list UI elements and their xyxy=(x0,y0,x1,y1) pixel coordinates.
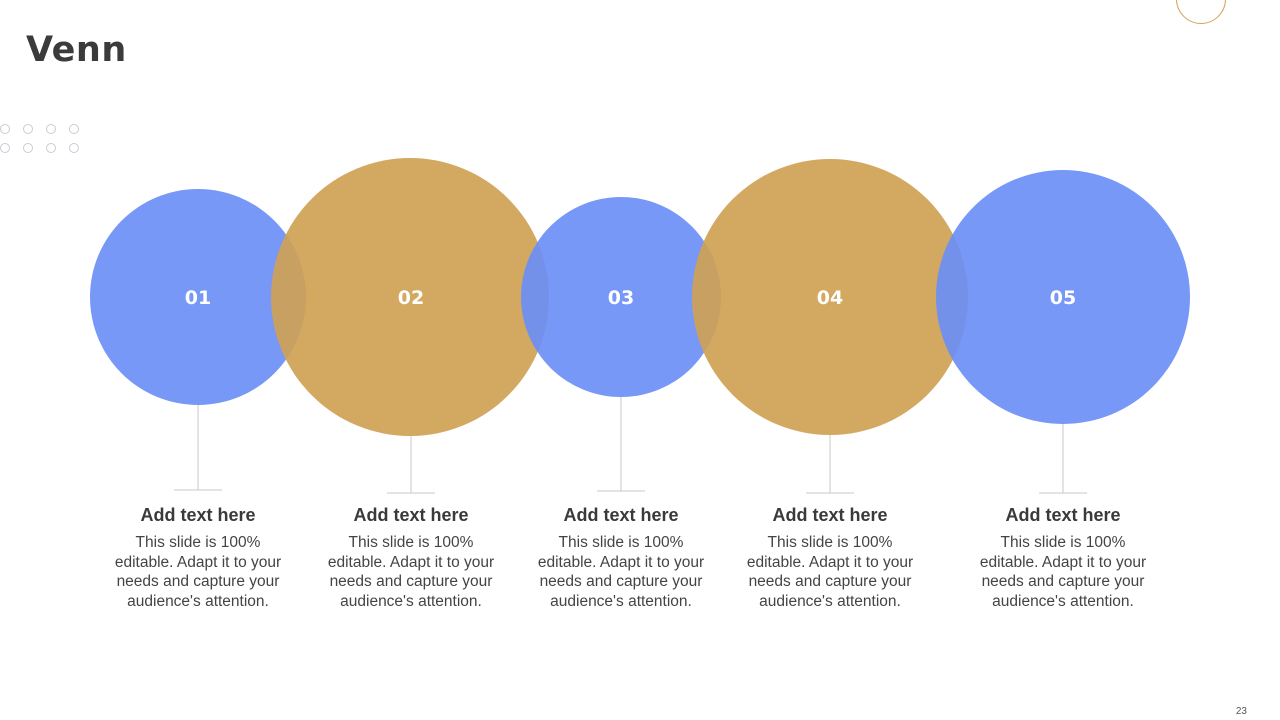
decorative-dot xyxy=(46,124,56,134)
caption-02: Add text here This slide is 100% editabl… xyxy=(321,504,501,611)
caption-05: Add text here This slide is 100% editabl… xyxy=(973,504,1153,611)
caption-body: This slide is 100% editable. Adapt it to… xyxy=(537,534,705,610)
venn-circle-03 xyxy=(521,197,721,397)
decorative-dot xyxy=(0,124,10,134)
decorative-dot xyxy=(23,124,33,134)
caption-heading: Add text here xyxy=(353,505,469,525)
decorative-dot xyxy=(46,143,56,153)
caption-heading: Add text here xyxy=(563,505,679,525)
decorative-dot xyxy=(69,124,79,134)
slide-title: Venn xyxy=(26,30,127,70)
caption-04: Add text here This slide is 100% editabl… xyxy=(740,504,920,611)
venn-circle-02 xyxy=(271,158,549,436)
connectors xyxy=(174,396,1087,494)
venn-circle-04 xyxy=(692,159,968,435)
page-number: 23 xyxy=(1235,706,1247,717)
caption-heading: Add text here xyxy=(1005,505,1121,525)
caption-heading: Add text here xyxy=(140,505,256,525)
venn-number-02: 02 xyxy=(398,287,424,309)
caption-01: Add text here This slide is 100% editabl… xyxy=(108,504,288,611)
venn-number-01: 01 xyxy=(185,287,211,309)
caption-body: This slide is 100% editable. Adapt it to… xyxy=(979,534,1147,610)
decorative-dot xyxy=(0,143,10,153)
venn-number-04: 04 xyxy=(817,287,843,309)
caption-body: This slide is 100% editable. Adapt it to… xyxy=(327,534,495,610)
caption-body: This slide is 100% editable. Adapt it to… xyxy=(114,534,282,610)
decorative-dot xyxy=(69,143,79,153)
caption-03: Add text here This slide is 100% editabl… xyxy=(531,504,711,611)
decorative-dot xyxy=(23,143,33,153)
venn-number-05: 05 xyxy=(1050,287,1076,309)
caption-body: This slide is 100% editable. Adapt it to… xyxy=(746,534,914,610)
venn-circle-05 xyxy=(936,170,1190,424)
venn-number-03: 03 xyxy=(608,287,634,309)
venn-circle-01 xyxy=(90,189,306,405)
caption-heading: Add text here xyxy=(772,505,888,525)
